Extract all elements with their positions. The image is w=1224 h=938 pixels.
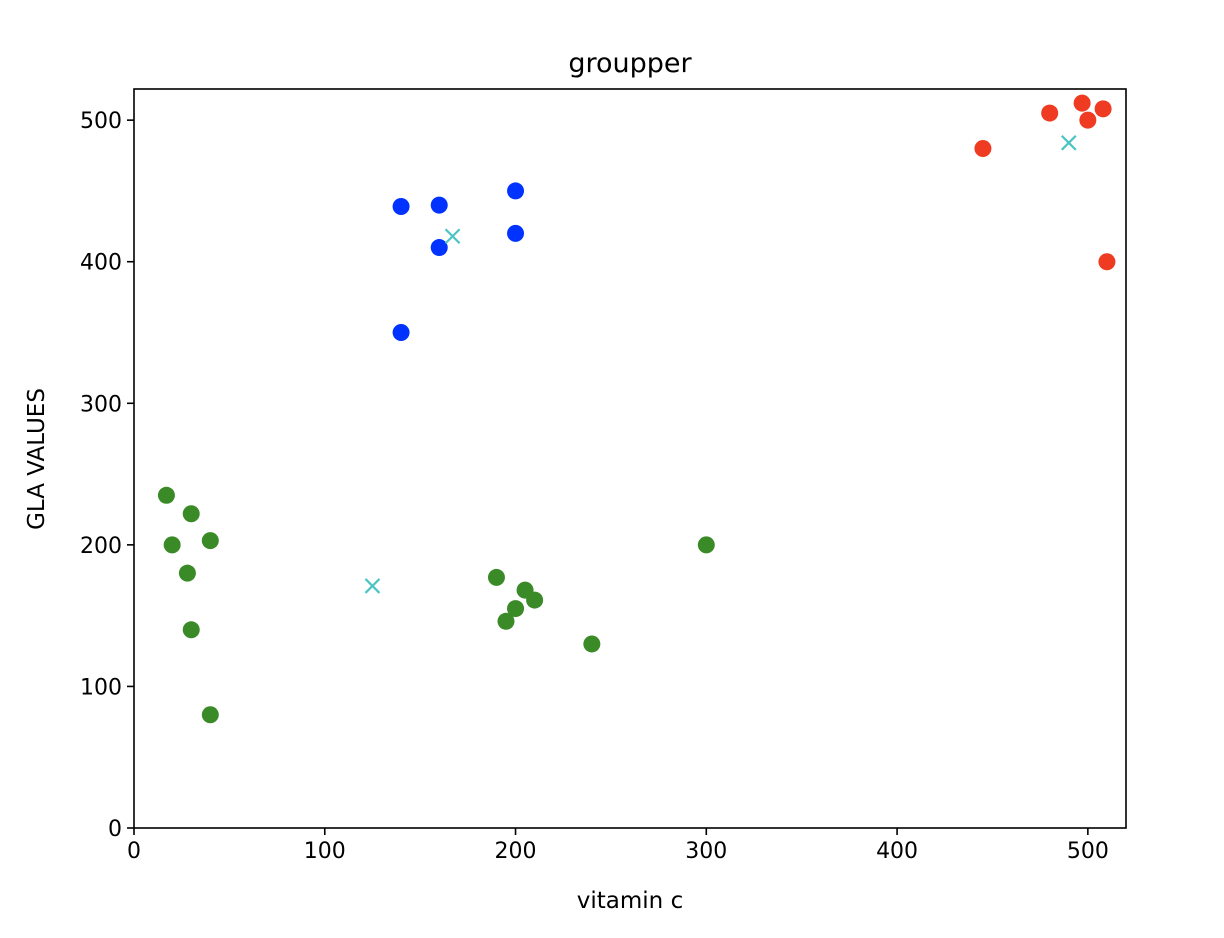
data-point <box>697 536 715 554</box>
data-marks <box>157 94 1116 724</box>
data-point <box>1079 111 1097 129</box>
data-point <box>1041 104 1059 122</box>
chart-title: groupper <box>568 48 692 79</box>
data-point <box>507 600 525 618</box>
x-tick-label: 300 <box>685 839 727 864</box>
x-tick-label: 200 <box>495 839 537 864</box>
y-tick-label: 400 <box>80 251 122 276</box>
data-point <box>430 196 448 214</box>
data-point <box>178 564 196 582</box>
x-axis-label: vitamin c <box>577 888 683 914</box>
y-tick-label: 300 <box>80 392 122 417</box>
data-point <box>392 324 410 342</box>
data-point <box>974 139 992 157</box>
data-point <box>487 568 505 586</box>
data-point <box>507 224 525 242</box>
x-tick-label: 100 <box>304 839 346 864</box>
y-tick-label: 100 <box>80 675 122 700</box>
centroid-marker <box>444 228 461 245</box>
centroid-marker <box>364 578 381 594</box>
x-axis: 0 100 200 300 400 500 <box>127 828 1109 864</box>
x-tick-label: 400 <box>876 839 918 864</box>
data-point <box>497 612 515 630</box>
data-point <box>392 198 410 216</box>
data-point <box>157 486 175 504</box>
series-1 <box>157 486 715 724</box>
x-tick-label: 500 <box>1067 839 1109 864</box>
series-2 <box>392 182 525 342</box>
y-tick-label: 500 <box>80 109 122 134</box>
y-tick-label: 0 <box>108 817 122 842</box>
data-point <box>182 505 200 523</box>
data-point <box>583 635 601 653</box>
series-3 <box>974 94 1116 271</box>
x-tick-label: 0 <box>127 839 141 864</box>
data-point <box>1094 100 1112 118</box>
data-point <box>182 621 200 639</box>
y-axis: 0 100 200 300 400 500 <box>80 109 134 842</box>
data-point <box>1098 253 1116 271</box>
y-axis-label: GLA VALUES <box>24 388 50 530</box>
y-tick-label: 200 <box>80 534 122 559</box>
centroid-marker <box>1060 135 1077 151</box>
data-point <box>163 536 181 554</box>
data-point <box>507 182 525 200</box>
series-4 <box>364 135 1077 594</box>
data-point <box>201 706 219 724</box>
data-point <box>201 532 219 550</box>
data-point <box>430 239 448 257</box>
plot-frame <box>133 88 1127 829</box>
data-point <box>1073 94 1091 112</box>
data-point <box>526 591 544 609</box>
